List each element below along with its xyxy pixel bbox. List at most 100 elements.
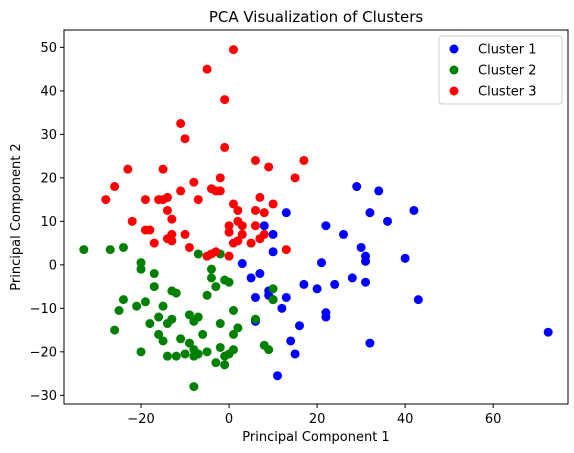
axes-frame bbox=[63, 29, 569, 405]
data-point bbox=[118, 242, 128, 252]
data-point bbox=[206, 273, 216, 283]
data-point bbox=[167, 229, 177, 239]
data-point bbox=[543, 327, 553, 337]
series-3 bbox=[101, 45, 309, 261]
plot-area bbox=[79, 45, 553, 392]
data-point bbox=[189, 177, 199, 187]
data-point bbox=[180, 349, 190, 359]
data-point bbox=[167, 236, 177, 246]
data-point bbox=[281, 245, 291, 255]
data-point bbox=[202, 290, 212, 300]
data-point bbox=[277, 303, 287, 313]
data-point bbox=[312, 284, 322, 294]
data-point bbox=[189, 351, 199, 361]
data-point bbox=[352, 182, 362, 192]
y-tick-label: −20 bbox=[30, 345, 57, 360]
data-point bbox=[184, 310, 194, 320]
series-1 bbox=[237, 182, 553, 381]
data-point bbox=[259, 221, 269, 231]
data-point bbox=[237, 259, 247, 269]
data-point bbox=[127, 216, 137, 226]
data-point bbox=[198, 329, 208, 339]
data-point bbox=[255, 269, 265, 279]
data-point bbox=[272, 371, 282, 381]
data-point bbox=[220, 142, 230, 152]
x-axis: −20 0 20 40 60 bbox=[127, 404, 501, 427]
data-point bbox=[255, 234, 265, 244]
data-point bbox=[193, 249, 203, 259]
data-point bbox=[145, 319, 155, 329]
data-point bbox=[294, 321, 304, 331]
data-point bbox=[228, 329, 238, 339]
data-point bbox=[321, 312, 331, 322]
x-tick-label: 60 bbox=[485, 412, 502, 427]
data-point bbox=[413, 295, 423, 305]
data-point bbox=[215, 173, 225, 183]
data-point bbox=[167, 314, 177, 324]
data-point bbox=[228, 45, 238, 55]
data-point bbox=[101, 195, 111, 205]
x-tick-label: 40 bbox=[397, 412, 414, 427]
y-tick-label: −10 bbox=[30, 302, 57, 317]
data-point bbox=[123, 164, 133, 174]
data-point bbox=[233, 236, 243, 246]
legend-marker bbox=[449, 65, 459, 75]
data-point bbox=[299, 279, 309, 289]
data-point bbox=[290, 349, 300, 359]
legend-item: Cluster 2 bbox=[449, 64, 537, 79]
data-point bbox=[162, 192, 172, 202]
data-point bbox=[79, 245, 89, 255]
data-point bbox=[180, 134, 190, 144]
data-point bbox=[176, 334, 186, 344]
data-point bbox=[110, 182, 120, 192]
data-point bbox=[250, 292, 260, 302]
data-point bbox=[149, 238, 159, 248]
data-point bbox=[176, 119, 186, 128]
x-tick-label: 20 bbox=[309, 412, 326, 427]
data-point bbox=[339, 229, 349, 239]
data-point bbox=[154, 312, 164, 322]
x-tick-label: −20 bbox=[127, 412, 154, 427]
data-point bbox=[149, 269, 159, 279]
data-point bbox=[184, 242, 194, 252]
data-point bbox=[132, 301, 142, 311]
data-point bbox=[400, 253, 410, 263]
data-point bbox=[237, 229, 247, 239]
data-point bbox=[224, 277, 234, 287]
data-point bbox=[202, 64, 212, 74]
y-tick-label: −30 bbox=[30, 389, 57, 404]
data-point bbox=[158, 164, 168, 174]
legend-box bbox=[438, 35, 563, 105]
chart-title: PCA Visualization of Clusters bbox=[209, 8, 424, 26]
data-point bbox=[158, 336, 168, 346]
data-point bbox=[237, 221, 247, 231]
data-point bbox=[321, 221, 331, 231]
data-point bbox=[211, 282, 221, 292]
data-point bbox=[145, 225, 155, 235]
series-2 bbox=[79, 242, 278, 392]
data-point bbox=[361, 277, 371, 287]
data-point bbox=[281, 208, 291, 218]
data-point bbox=[250, 155, 260, 165]
data-point bbox=[215, 342, 225, 352]
y-tick-label: 20 bbox=[40, 171, 57, 186]
data-point bbox=[154, 329, 164, 339]
data-point bbox=[176, 186, 186, 196]
data-point bbox=[317, 258, 327, 268]
data-point bbox=[149, 282, 159, 292]
legend-marker bbox=[449, 44, 459, 54]
data-point bbox=[281, 292, 291, 302]
data-point bbox=[206, 264, 216, 274]
legend-item: Cluster 1 bbox=[449, 43, 537, 58]
data-point bbox=[215, 186, 225, 196]
data-point bbox=[162, 205, 172, 215]
data-point bbox=[180, 229, 190, 239]
data-point bbox=[136, 258, 146, 268]
data-point bbox=[374, 186, 384, 196]
data-point bbox=[136, 264, 146, 274]
data-point bbox=[250, 205, 260, 215]
data-point bbox=[193, 312, 203, 322]
data-point bbox=[140, 195, 150, 205]
legend-label: Cluster 2 bbox=[478, 64, 537, 79]
